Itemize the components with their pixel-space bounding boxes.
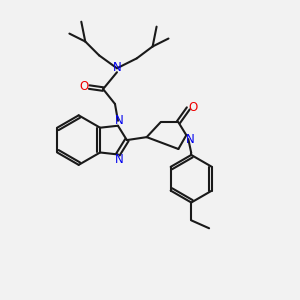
Text: N: N [186, 133, 195, 146]
Text: O: O [80, 80, 89, 93]
Text: N: N [112, 61, 121, 74]
Text: N: N [115, 153, 123, 166]
Text: O: O [189, 101, 198, 114]
Text: N: N [115, 114, 123, 127]
